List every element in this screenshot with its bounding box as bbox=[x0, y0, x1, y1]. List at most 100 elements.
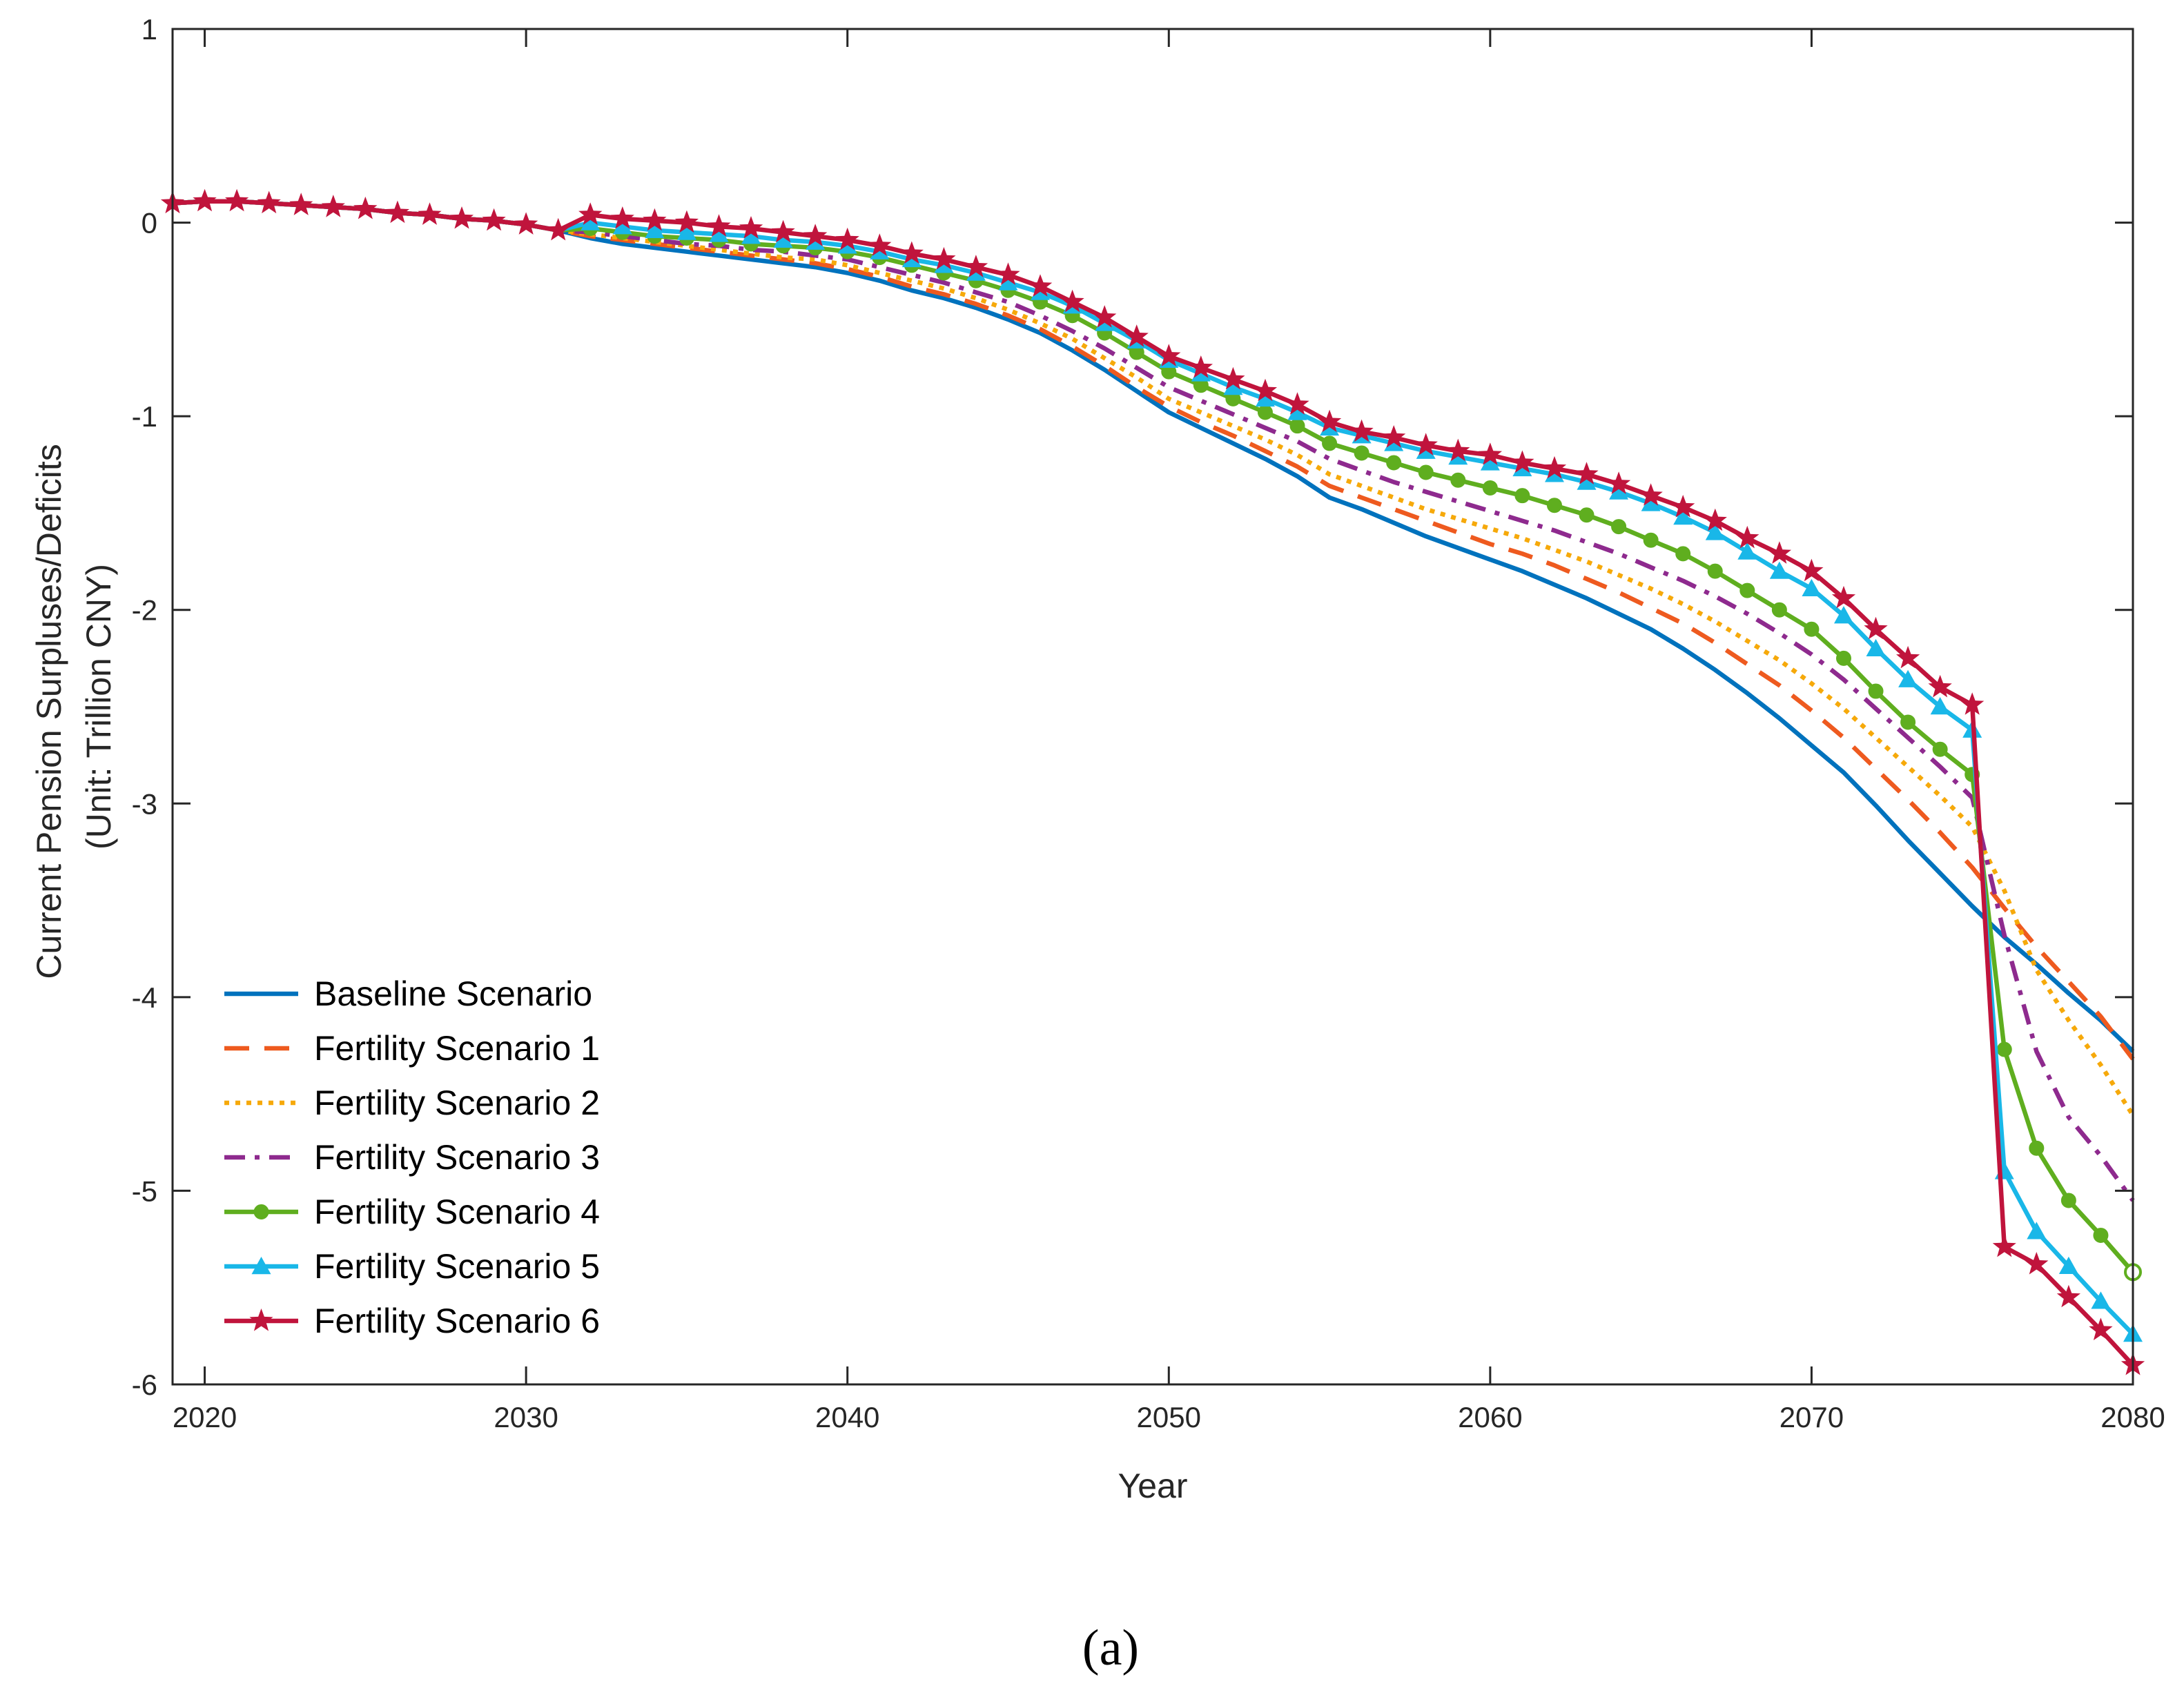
data-point bbox=[1930, 697, 1950, 715]
data-point bbox=[1705, 522, 1725, 540]
y-axis-title: Current Pension Surpluses/Deficits (Unit… bbox=[30, 434, 118, 979]
data-point bbox=[1253, 378, 1278, 402]
x-tick-label: 2030 bbox=[494, 1401, 558, 1433]
legend-entry: Fertility Scenario 6 bbox=[224, 1302, 600, 1340]
data-point bbox=[674, 210, 699, 233]
data-point bbox=[581, 213, 601, 231]
legend-label: Fertility Scenario 6 bbox=[314, 1302, 600, 1340]
data-point bbox=[610, 206, 634, 229]
legend-entry: Fertility Scenario 1 bbox=[224, 1029, 600, 1068]
data-point bbox=[709, 224, 729, 242]
data-point bbox=[2058, 1256, 2078, 1275]
data-point bbox=[1414, 433, 1438, 455]
plot-frame bbox=[171, 28, 2134, 1386]
y-tick-label: -2 bbox=[132, 594, 157, 627]
legend-marker bbox=[249, 1308, 273, 1331]
y-axis-title-line-1: Current Pension Surpluses/Deficits bbox=[30, 444, 68, 979]
data-point bbox=[1767, 541, 1791, 564]
data-point bbox=[835, 227, 859, 251]
x-tick-label: 2080 bbox=[2100, 1401, 2165, 1433]
data-point bbox=[1928, 674, 1952, 698]
data-point bbox=[1257, 404, 1273, 420]
data-point bbox=[612, 217, 632, 235]
data-point bbox=[1675, 546, 1691, 562]
data-point bbox=[1382, 425, 1406, 448]
data-point bbox=[1804, 621, 1820, 637]
data-point bbox=[741, 226, 761, 244]
data-point bbox=[2091, 1291, 2111, 1309]
data-point bbox=[1641, 493, 1661, 511]
data-point bbox=[998, 273, 1018, 291]
y-axis-title-line-2: (Unit: Trillion CNY) bbox=[79, 564, 118, 850]
data-point bbox=[385, 200, 409, 224]
data-point bbox=[1546, 498, 1562, 513]
data-point bbox=[2029, 1140, 2045, 1156]
legend-label: Fertility Scenario 4 bbox=[314, 1193, 600, 1231]
data-point bbox=[707, 214, 731, 237]
data-point bbox=[2056, 1284, 2080, 1308]
data-point bbox=[1900, 714, 1916, 730]
data-point bbox=[868, 233, 892, 256]
data-point bbox=[1771, 602, 1787, 618]
legend-label: Fertility Scenario 5 bbox=[314, 1247, 600, 1286]
data-point bbox=[1223, 378, 1243, 395]
data-point bbox=[1354, 445, 1369, 461]
data-point bbox=[1835, 650, 1851, 666]
data-point bbox=[482, 208, 506, 231]
series-7 bbox=[160, 188, 2145, 1375]
x-axis-title: Year bbox=[1118, 1467, 1187, 1505]
data-point bbox=[1639, 483, 1663, 506]
data-point bbox=[996, 262, 1020, 285]
data-point bbox=[193, 188, 217, 212]
data-point bbox=[1703, 508, 1727, 531]
data-point bbox=[1735, 525, 1759, 549]
y-tick-label: -1 bbox=[132, 400, 157, 433]
data-point bbox=[2025, 1252, 2049, 1275]
data-point bbox=[1478, 442, 1502, 465]
data-point bbox=[2027, 1222, 2047, 1239]
data-point bbox=[1189, 355, 1213, 378]
legend-label: Fertility Scenario 1 bbox=[314, 1029, 600, 1068]
legend-label: Fertility Scenario 2 bbox=[314, 1084, 600, 1122]
data-point bbox=[1255, 389, 1275, 407]
x-tick-label: 2020 bbox=[173, 1401, 237, 1433]
x-tick-label: 2060 bbox=[1458, 1401, 1522, 1433]
data-point bbox=[1673, 507, 1693, 525]
legend-label: Baseline Scenario bbox=[314, 974, 592, 1013]
legend-marker bbox=[251, 1257, 271, 1275]
legend-label: Fertility Scenario 3 bbox=[314, 1138, 600, 1177]
data-point bbox=[1898, 669, 1918, 687]
data-point bbox=[1480, 453, 1500, 471]
data-point bbox=[1482, 480, 1498, 496]
data-point bbox=[1157, 344, 1181, 366]
legend-entry: Fertility Scenario 2 bbox=[224, 1084, 600, 1122]
data-point bbox=[773, 230, 793, 248]
x-tick-label: 2040 bbox=[815, 1401, 879, 1433]
data-point bbox=[1574, 462, 1599, 484]
data-point bbox=[1317, 409, 1342, 433]
legend-marker bbox=[253, 1204, 269, 1219]
data-point bbox=[1932, 741, 1948, 757]
data-point bbox=[1831, 585, 1856, 609]
data-point bbox=[964, 255, 988, 277]
data-point bbox=[1446, 438, 1470, 462]
data-point bbox=[1289, 418, 1305, 434]
data-point bbox=[321, 195, 345, 217]
figure-caption: (a) bbox=[1082, 1620, 1139, 1676]
data-point bbox=[1450, 472, 1466, 488]
data-point bbox=[1510, 450, 1534, 473]
data-point bbox=[1896, 645, 1920, 669]
legend-entry: Fertility Scenario 3 bbox=[224, 1138, 600, 1177]
data-point bbox=[803, 224, 828, 246]
data-point bbox=[1671, 495, 1695, 518]
data-point bbox=[1322, 435, 1338, 451]
y-tick-label: 0 bbox=[142, 207, 157, 239]
data-point bbox=[932, 246, 956, 270]
data-point bbox=[2060, 1193, 2076, 1208]
data-point bbox=[1833, 606, 1853, 624]
data-point bbox=[1579, 507, 1595, 523]
data-point bbox=[1960, 692, 1985, 715]
data-point bbox=[1996, 1041, 2012, 1057]
data-point bbox=[676, 222, 696, 240]
